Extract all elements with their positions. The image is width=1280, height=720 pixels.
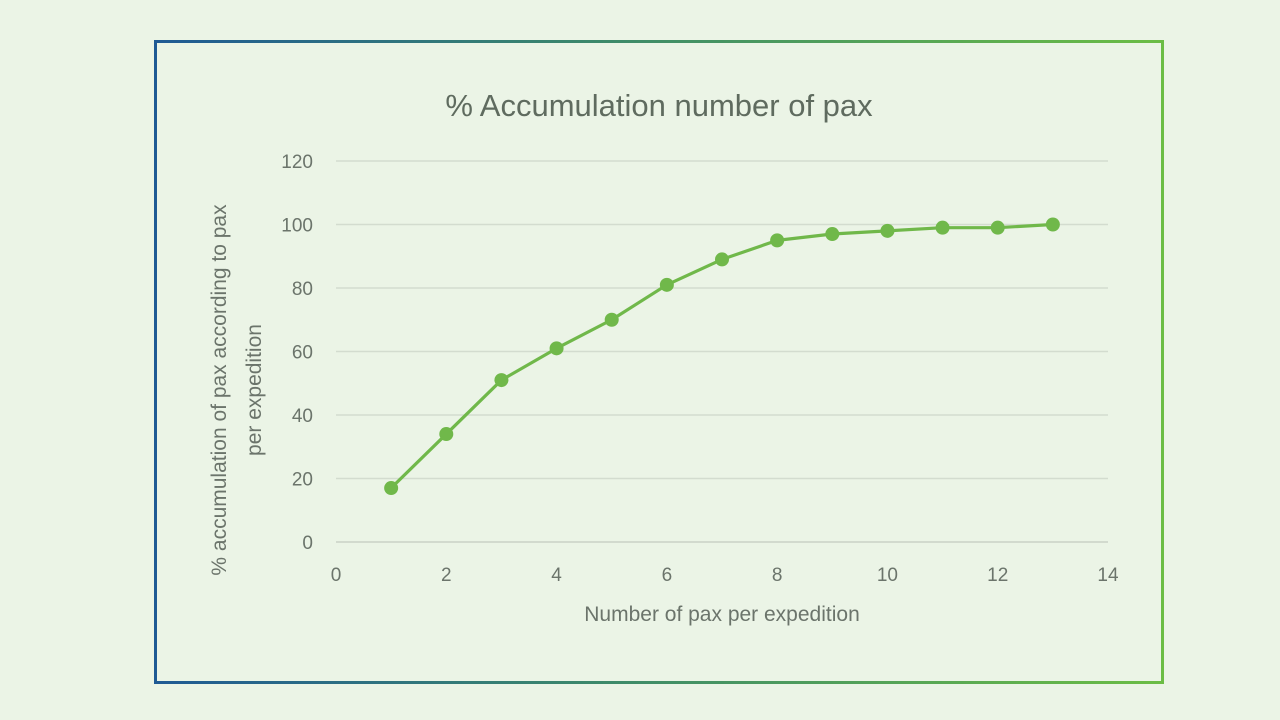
x-tick-label: 14 [1097,565,1119,586]
data-point [770,233,785,248]
x-tick-label: 0 [331,565,342,586]
y-axis-title-line-2: per expedition [243,324,266,456]
data-point [604,312,619,327]
data-point [1045,217,1060,232]
data-point [935,220,950,235]
y-tick-label: 0 [302,533,313,554]
x-tick-label: 2 [441,565,452,586]
data-point [880,223,895,238]
y-tick-label: 120 [281,152,313,173]
data-point [494,373,509,388]
x-tick-label: 12 [987,565,1008,586]
series-layer [384,217,1060,496]
y-axis-ticks: 0 20 40 60 80 100 120 [281,152,313,554]
x-axis-title: Number of pax per expedition [584,603,860,626]
y-tick-label: 60 [292,343,313,364]
x-tick-label: 8 [772,565,783,586]
data-point [715,252,729,267]
data-point [825,227,840,242]
data-point [990,220,1005,235]
x-tick-label: 6 [662,565,673,586]
x-tick-label: 10 [877,565,898,586]
chart-title: % Accumulation number of pax [445,88,873,123]
data-point [439,427,454,442]
y-tick-label: 80 [292,279,313,300]
x-axis-ticks: 0 2 4 6 8 10 12 14 [331,565,1119,586]
data-point [549,341,564,356]
y-tick-label: 20 [292,470,313,491]
data-point [384,481,399,496]
y-axis-title-line-1: % accumulation of pax according to pax [208,204,231,576]
y-axis-title: % accumulation of pax according to pax p… [208,204,266,576]
data-point [659,277,674,292]
chart-frame [154,40,1164,684]
y-tick-label: 40 [292,406,313,427]
x-tick-label: 4 [551,565,562,586]
y-tick-label: 100 [281,216,313,237]
gridlines [336,160,1108,543]
